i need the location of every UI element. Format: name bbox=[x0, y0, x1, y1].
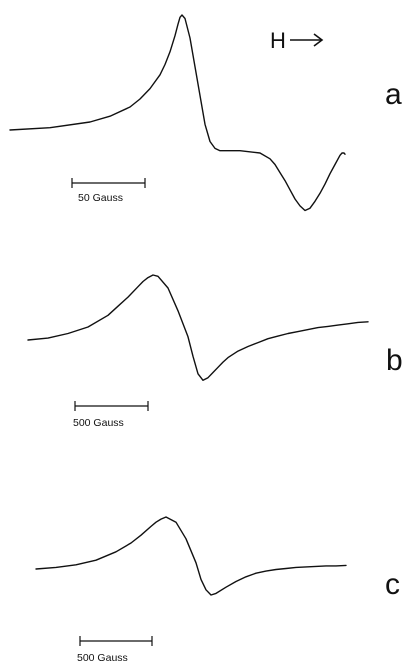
spectrum-trace-c bbox=[35, 516, 347, 596]
scale-bar-b: 500 Gauss bbox=[73, 401, 149, 429]
scale-bar-c: 500 Gauss bbox=[77, 636, 153, 663]
scale-bar-b-label: 500 Gauss bbox=[73, 417, 124, 429]
panel-a: 50 Gauss a bbox=[9, 14, 402, 212]
field-label: H bbox=[270, 28, 286, 53]
panel-letter-a: a bbox=[385, 78, 402, 111]
panel-letter-c: c bbox=[385, 568, 400, 601]
spectrum-trace-b bbox=[27, 274, 369, 381]
scale-bar-a-label: 50 Gauss bbox=[78, 192, 123, 204]
panel-c: 500 Gauss c bbox=[35, 516, 400, 663]
panel-b: 500 Gauss b bbox=[27, 274, 403, 429]
field-arrow-head-icon bbox=[313, 33, 324, 47]
spectrum-trace-a bbox=[9, 14, 346, 212]
scale-bar-a: 50 Gauss bbox=[71, 178, 146, 204]
scale-bar-c-label: 500 Gauss bbox=[77, 652, 128, 663]
field-direction-indicator: H bbox=[270, 28, 324, 53]
panel-letter-b: b bbox=[386, 344, 403, 377]
